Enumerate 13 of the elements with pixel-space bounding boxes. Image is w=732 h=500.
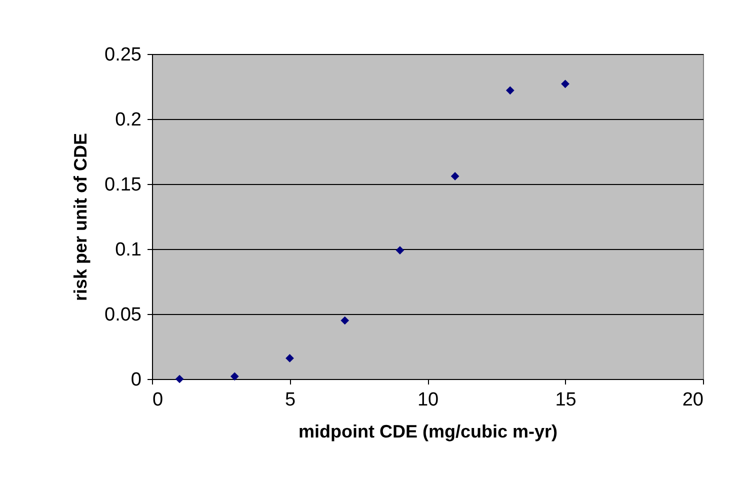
y-tick-label: 0.25 <box>104 44 142 66</box>
x-tick-label: 10 <box>417 390 439 410</box>
y-tick-label: 0.05 <box>104 304 142 326</box>
x-tick-label: 15 <box>555 390 576 410</box>
y-tick-label: 0.1 <box>115 240 142 260</box>
x-tick-label: 5 <box>284 390 296 410</box>
x-tick-label: 20 <box>682 390 704 410</box>
y-axis-title: risk per unit of CDE <box>70 132 91 302</box>
y-tick-label: 0.15 <box>104 174 142 196</box>
y-tick-label: 0 <box>130 370 142 390</box>
y-tick-label: 0.2 <box>115 110 142 130</box>
x-axis-title: midpoint CDE (mg/cubic m-yr) <box>298 422 558 442</box>
x-tick-label: 0 <box>152 390 164 410</box>
